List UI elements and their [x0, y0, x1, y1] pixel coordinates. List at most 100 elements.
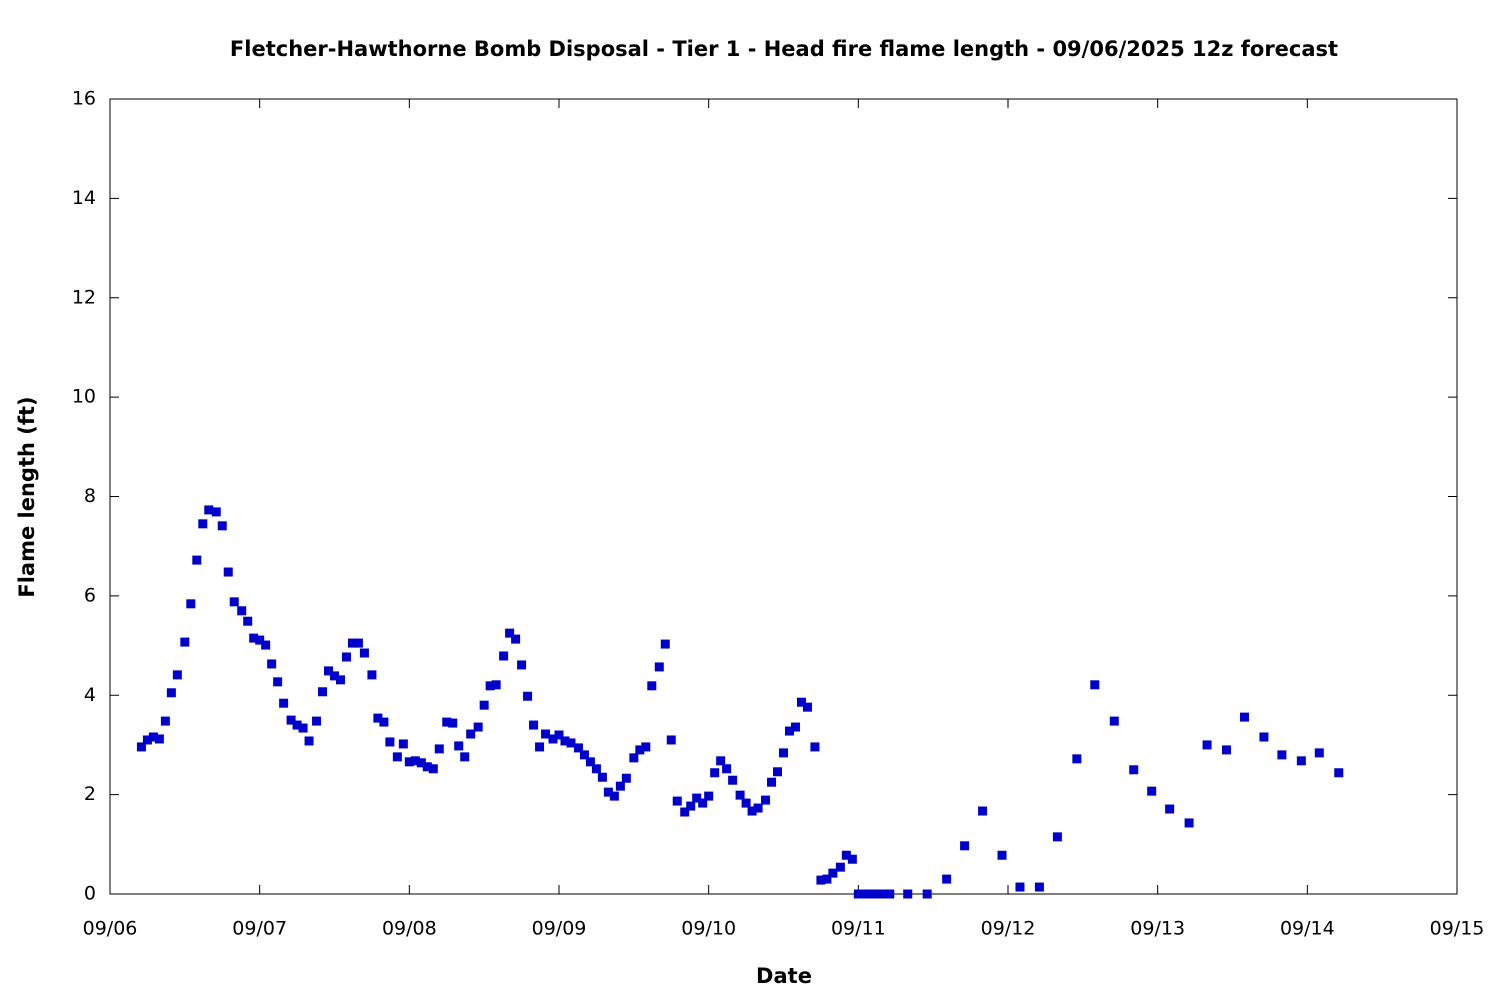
data-point [666, 735, 676, 745]
y-tick-label: 14 [72, 187, 96, 209]
data-point [647, 681, 657, 691]
data-point [816, 875, 826, 885]
data-point [298, 723, 308, 733]
data-point [523, 691, 533, 701]
data-point [160, 716, 170, 726]
data-point [741, 798, 751, 808]
data-point [686, 801, 696, 811]
data-point [828, 868, 838, 878]
data-point [761, 795, 771, 805]
data-point [885, 889, 895, 899]
data-point [615, 781, 625, 791]
data-point [404, 757, 414, 767]
data-point [1165, 804, 1175, 814]
data-point [728, 775, 738, 785]
data-point [660, 639, 670, 649]
data-point [172, 670, 182, 680]
x-tick-label: 09/13 [1130, 918, 1185, 940]
data-point [635, 745, 645, 755]
data-point [573, 743, 583, 753]
y-tick-label: 2 [84, 783, 96, 805]
data-point [223, 567, 233, 577]
x-tick-label: 09/09 [532, 918, 587, 940]
data-point [192, 555, 202, 565]
data-point [286, 715, 296, 725]
chart-title: Fletcher-Hawthorne Bomb Disposal - Tier … [230, 37, 1338, 61]
data-point [434, 744, 444, 754]
x-tick-label: 09/07 [232, 918, 287, 940]
data-point [442, 717, 452, 727]
data-point [903, 889, 913, 899]
data-point [318, 687, 328, 697]
data-point [385, 737, 395, 747]
data-point [460, 752, 470, 762]
data-point [485, 681, 495, 691]
data-point [217, 521, 227, 531]
data-point [341, 652, 351, 662]
data-point [554, 730, 564, 740]
data-point [237, 606, 247, 616]
data-point [698, 798, 708, 808]
data-point [466, 729, 476, 739]
data-point [273, 677, 283, 687]
data-point [747, 806, 757, 816]
data-point [142, 735, 152, 745]
data-point [330, 671, 339, 681]
data-point [535, 742, 545, 752]
data-point [847, 854, 857, 864]
data-point [978, 806, 988, 816]
data-point [672, 796, 682, 806]
x-tick-label: 09/11 [831, 918, 886, 940]
data-point [960, 841, 970, 851]
data-point [654, 662, 664, 672]
data-point [136, 742, 146, 752]
data-point [1334, 768, 1344, 778]
data-point [1296, 756, 1306, 766]
data-point [629, 753, 639, 763]
data-point [353, 638, 363, 648]
data-point [373, 713, 383, 723]
data-point [810, 742, 820, 752]
data-point [566, 738, 576, 748]
data-point [1052, 832, 1062, 842]
data-point [835, 862, 845, 872]
data-point [1129, 765, 1139, 775]
data-point [753, 803, 763, 813]
data-point [579, 750, 589, 760]
data-point [859, 889, 869, 899]
data-point [428, 764, 438, 774]
data-point [347, 638, 357, 648]
data-point [454, 741, 464, 751]
data-point [511, 634, 521, 644]
data-point [148, 732, 158, 742]
data-point [822, 874, 832, 884]
data-point [997, 850, 1007, 860]
x-tick-label: 09/12 [981, 918, 1036, 940]
data-point [796, 697, 806, 707]
data-point [871, 889, 881, 899]
data-point [499, 651, 509, 661]
data-point [680, 807, 690, 817]
data-point [379, 717, 389, 727]
data-point [304, 736, 314, 746]
plot-frame [109, 98, 1458, 895]
data-point [609, 791, 619, 801]
data-point [621, 773, 631, 783]
data-point [359, 648, 369, 658]
data-point [292, 720, 302, 730]
data-point [1109, 716, 1119, 726]
data-point [367, 670, 377, 680]
data-point [767, 777, 777, 787]
data-point [1090, 680, 1100, 690]
data-point [641, 742, 651, 752]
data-point [1015, 882, 1025, 892]
data-point [716, 756, 726, 766]
data-point [1222, 745, 1232, 755]
data-point [710, 768, 720, 778]
data-point [541, 729, 551, 739]
data-point [692, 793, 702, 803]
data-point [249, 633, 259, 643]
data-point [773, 767, 783, 777]
data-point [416, 758, 426, 768]
